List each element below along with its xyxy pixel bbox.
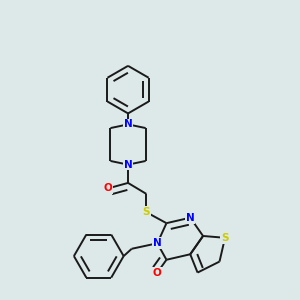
Text: N: N — [124, 119, 132, 129]
Text: N: N — [124, 160, 132, 170]
Text: O: O — [153, 268, 162, 278]
Text: N: N — [153, 238, 162, 248]
Text: S: S — [221, 233, 229, 243]
Text: S: S — [142, 207, 150, 217]
Text: O: O — [103, 183, 112, 194]
Text: N: N — [186, 213, 195, 223]
